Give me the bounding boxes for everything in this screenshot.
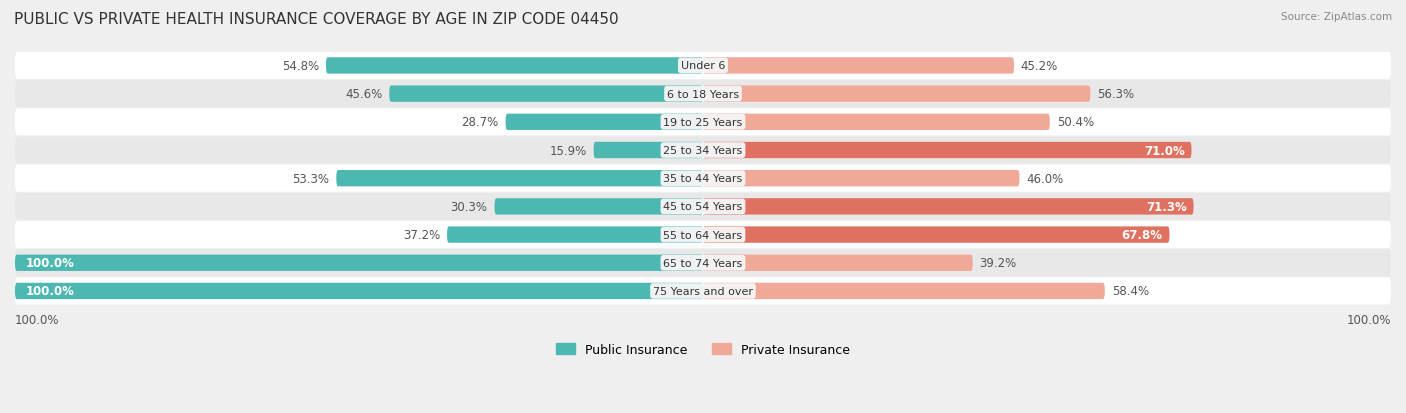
FancyBboxPatch shape (703, 199, 1194, 215)
FancyBboxPatch shape (703, 86, 1090, 102)
FancyBboxPatch shape (703, 283, 1105, 299)
Text: 100.0%: 100.0% (15, 313, 59, 326)
Text: 71.0%: 71.0% (1144, 144, 1185, 157)
Text: 50.4%: 50.4% (1057, 116, 1094, 129)
Text: 28.7%: 28.7% (461, 116, 499, 129)
Text: 19 to 25 Years: 19 to 25 Years (664, 118, 742, 128)
FancyBboxPatch shape (593, 142, 703, 159)
Text: 100.0%: 100.0% (25, 285, 75, 298)
Text: 45.2%: 45.2% (1021, 60, 1059, 73)
Text: 45.6%: 45.6% (344, 88, 382, 101)
FancyBboxPatch shape (15, 249, 1391, 277)
Text: 30.3%: 30.3% (451, 200, 488, 214)
Text: 56.3%: 56.3% (1097, 88, 1135, 101)
FancyBboxPatch shape (506, 114, 703, 131)
FancyBboxPatch shape (15, 193, 1391, 221)
Text: 35 to 44 Years: 35 to 44 Years (664, 174, 742, 184)
Text: 65 to 74 Years: 65 to 74 Years (664, 258, 742, 268)
Text: Under 6: Under 6 (681, 61, 725, 71)
FancyBboxPatch shape (495, 199, 703, 215)
FancyBboxPatch shape (703, 227, 1170, 243)
FancyBboxPatch shape (15, 137, 1391, 164)
Text: 46.0%: 46.0% (1026, 172, 1063, 185)
Legend: Public Insurance, Private Insurance: Public Insurance, Private Insurance (551, 338, 855, 361)
Text: 71.3%: 71.3% (1146, 200, 1187, 214)
Text: 53.3%: 53.3% (292, 172, 329, 185)
Text: Source: ZipAtlas.com: Source: ZipAtlas.com (1281, 12, 1392, 22)
Text: 100.0%: 100.0% (1347, 313, 1391, 326)
FancyBboxPatch shape (447, 227, 703, 243)
Text: 54.8%: 54.8% (283, 60, 319, 73)
FancyBboxPatch shape (389, 86, 703, 102)
Text: 100.0%: 100.0% (25, 256, 75, 270)
FancyBboxPatch shape (703, 171, 1019, 187)
FancyBboxPatch shape (15, 221, 1391, 249)
Text: 45 to 54 Years: 45 to 54 Years (664, 202, 742, 212)
FancyBboxPatch shape (703, 142, 1191, 159)
Text: 39.2%: 39.2% (980, 256, 1017, 270)
Text: 58.4%: 58.4% (1112, 285, 1149, 298)
Text: 6 to 18 Years: 6 to 18 Years (666, 90, 740, 100)
FancyBboxPatch shape (15, 165, 1391, 192)
Text: 55 to 64 Years: 55 to 64 Years (664, 230, 742, 240)
FancyBboxPatch shape (15, 278, 1391, 305)
FancyBboxPatch shape (703, 255, 973, 271)
FancyBboxPatch shape (15, 255, 703, 271)
FancyBboxPatch shape (15, 81, 1391, 108)
Text: PUBLIC VS PRIVATE HEALTH INSURANCE COVERAGE BY AGE IN ZIP CODE 04450: PUBLIC VS PRIVATE HEALTH INSURANCE COVER… (14, 12, 619, 27)
FancyBboxPatch shape (336, 171, 703, 187)
Text: 75 Years and over: 75 Years and over (652, 286, 754, 296)
Text: 25 to 34 Years: 25 to 34 Years (664, 146, 742, 156)
Text: 15.9%: 15.9% (550, 144, 586, 157)
FancyBboxPatch shape (15, 283, 703, 299)
FancyBboxPatch shape (703, 114, 1050, 131)
FancyBboxPatch shape (326, 58, 703, 74)
FancyBboxPatch shape (15, 53, 1391, 80)
Text: 37.2%: 37.2% (404, 228, 440, 242)
FancyBboxPatch shape (703, 58, 1014, 74)
Text: 67.8%: 67.8% (1122, 228, 1163, 242)
FancyBboxPatch shape (15, 109, 1391, 136)
